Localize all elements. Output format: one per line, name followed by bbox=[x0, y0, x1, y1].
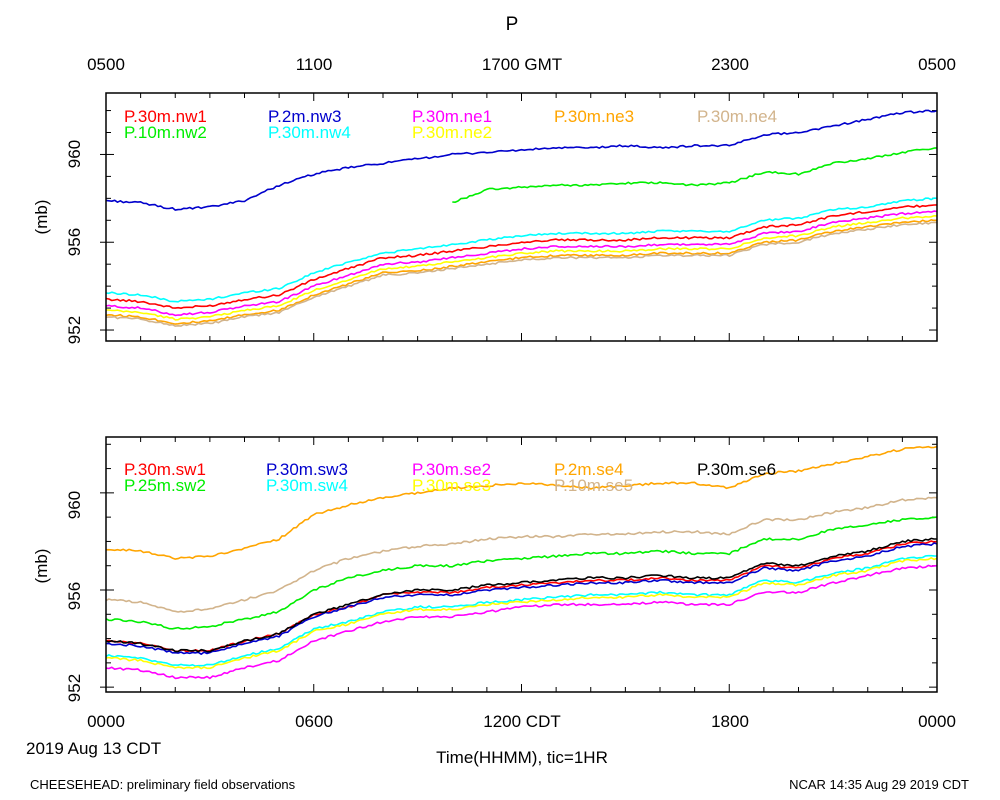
bottom-ytick-960: 960 bbox=[65, 491, 84, 519]
top-ytick-960: 960 bbox=[65, 140, 84, 168]
x-axis-title: Time(HHMM), tic=1HR bbox=[436, 748, 608, 767]
legend-label-p30m-sw4: P.30m.sw4 bbox=[266, 476, 348, 495]
legend-label-p30m-ne2: P.30m.ne2 bbox=[412, 123, 492, 142]
bottom-panel-ylabel: (mb) bbox=[32, 549, 51, 584]
legend-label-p30m-se3: P.30m.se3 bbox=[412, 476, 491, 495]
figure-title: P bbox=[506, 14, 519, 35]
bottom-axis-label-0600: 0600 bbox=[295, 712, 333, 731]
top-axis-label-2300: 2300 bbox=[711, 55, 749, 74]
legend-label-p30m-ne4: P.30m.ne4 bbox=[697, 107, 777, 126]
legend-label-p30m-se6: P.30m.se6 bbox=[697, 460, 776, 479]
top-panel-ylabel: (mb) bbox=[32, 200, 51, 235]
legend-label-p30m-ne3: P.30m.ne3 bbox=[554, 107, 634, 126]
top-axis-label-0500: 0500 bbox=[87, 55, 125, 74]
legend-label-p10m-nw2: P.10m.nw2 bbox=[124, 123, 207, 142]
legend-label-p10m-se5: P.10m.se5 bbox=[554, 476, 633, 495]
bottom-ytick-952: 952 bbox=[65, 674, 84, 702]
top-axis-label-1100: 1100 bbox=[296, 55, 333, 74]
legend-label-p25m-sw2: P.25m.sw2 bbox=[124, 476, 206, 495]
bottom-axis-label-0000-end: 0000 bbox=[918, 712, 956, 731]
top-ytick-952: 952 bbox=[65, 316, 84, 344]
bottom-axis-label-0000: 0000 bbox=[87, 712, 125, 731]
date-label: 2019 Aug 13 CDT bbox=[26, 739, 161, 758]
bottom-ytick-956: 956 bbox=[65, 582, 84, 610]
figure-canvas: P 0500 1100 1700 GMT 2300 0500 952 956 9… bbox=[0, 0, 1000, 800]
footer-right: NCAR 14:35 Aug 29 2019 CDT bbox=[789, 777, 969, 792]
top-axis-label-1700-gmt: 1700 GMT bbox=[482, 55, 562, 74]
top-axis-label-0500-end: 0500 bbox=[918, 55, 956, 74]
bottom-axis-label-1200-cdt: 1200 CDT bbox=[483, 712, 560, 731]
legend-label-p30m-nw4: P.30m.nw4 bbox=[268, 123, 351, 142]
footer-left: CHEESEHEAD: preliminary field observatio… bbox=[30, 777, 296, 792]
top-ytick-956: 956 bbox=[65, 228, 84, 256]
bottom-axis-label-1800: 1800 bbox=[711, 712, 749, 731]
